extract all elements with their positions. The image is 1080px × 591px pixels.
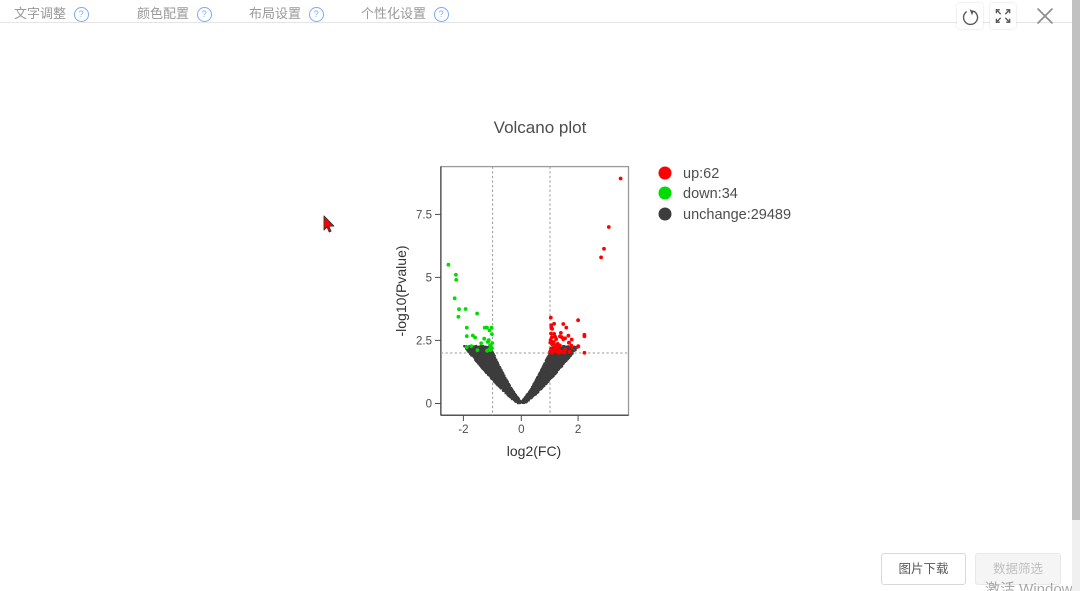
svg-text:-2: -2 — [458, 424, 468, 436]
svg-text:unchange:29489: unchange:29489 — [683, 207, 791, 223]
svg-text:7.5: 7.5 — [416, 209, 432, 221]
svg-text:2.5: 2.5 — [416, 335, 432, 347]
svg-text:log2(FC): log2(FC) — [507, 443, 561, 459]
svg-text:up:62: up:62 — [683, 166, 719, 182]
svg-text:down:34: down:34 — [683, 186, 738, 202]
svg-text:5: 5 — [426, 272, 432, 284]
svg-text:2: 2 — [575, 424, 581, 436]
svg-text:-log10(Pvalue): -log10(Pvalue) — [393, 245, 409, 336]
svg-text:0: 0 — [426, 399, 432, 411]
svg-text:0: 0 — [518, 424, 524, 436]
